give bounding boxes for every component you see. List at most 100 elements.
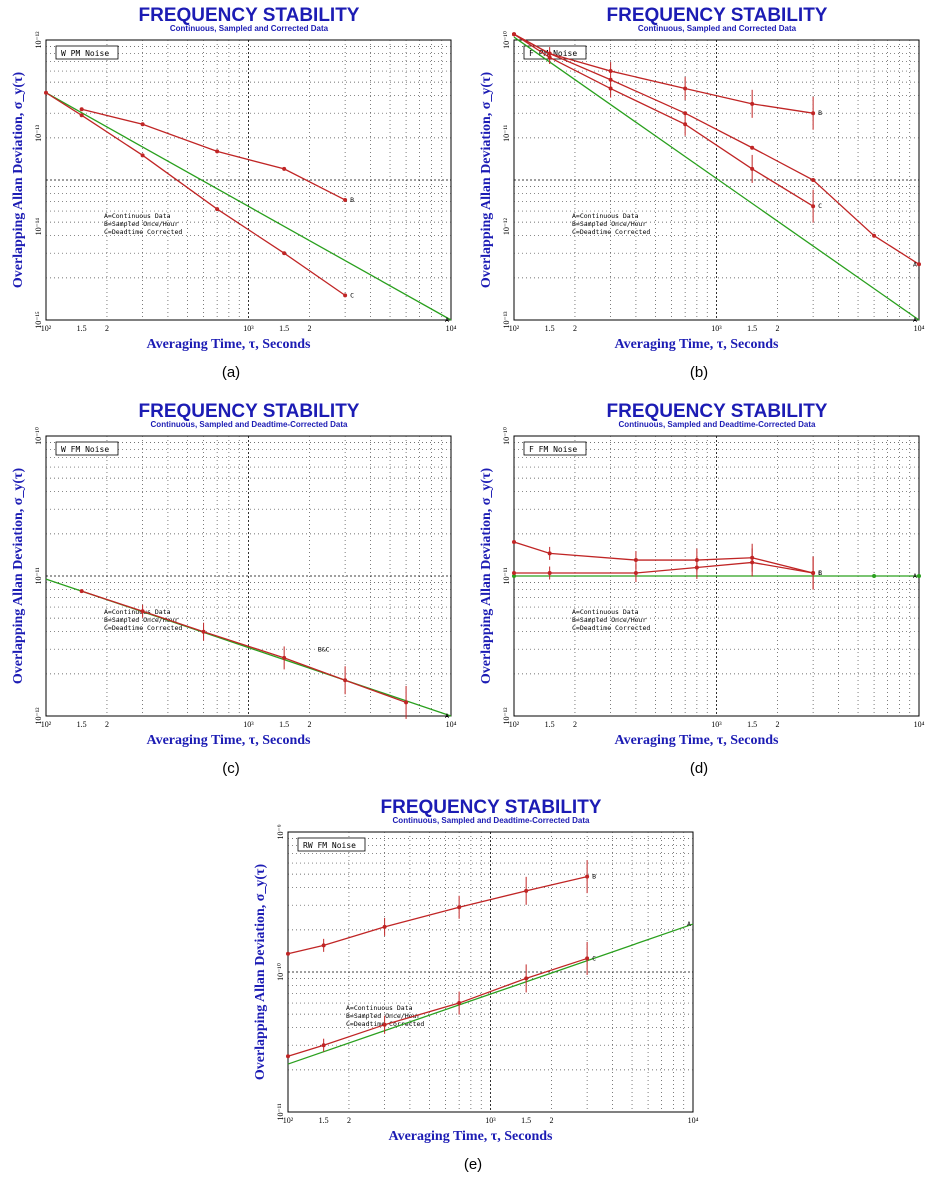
chart-subtitle: Continuous, Sampled and Deadtime-Correct… [151, 420, 348, 429]
x-tick-label: 10² [509, 720, 520, 729]
series-line [287, 957, 588, 1057]
x-tick-label: 2 [307, 324, 311, 333]
data-point [608, 69, 613, 74]
x-tick-label: 2 [775, 324, 779, 333]
x-axis-label: Averaging Time, τ, Seconds [389, 1129, 554, 1144]
data-point [512, 32, 516, 37]
x-tick-label: 10² [41, 720, 52, 729]
data-point [633, 558, 638, 563]
data-point [811, 178, 816, 182]
data-point [457, 1001, 462, 1006]
legend-entry: B=Sampled Once/Hour [572, 616, 646, 624]
data-point [512, 539, 516, 544]
x-tick-label: 10² [283, 1116, 294, 1125]
data-point [140, 609, 145, 614]
x-tick-label: 2 [573, 324, 577, 333]
data-point [585, 874, 590, 879]
data-point [547, 51, 552, 56]
noise-type-label: W FM Noise [55, 441, 119, 456]
data-point [512, 574, 516, 578]
data-point [282, 251, 287, 256]
panel-caption: (e) [464, 1156, 482, 1173]
data-point [79, 589, 84, 594]
chart-title: FREQUENCY STABILITY [381, 797, 602, 818]
noise-text: W FM Noise [61, 445, 109, 454]
x-tick-label: 1.5 [279, 324, 289, 333]
series-line [514, 561, 814, 574]
y-tick-label: 10⁻¹¹ [276, 1103, 285, 1121]
data-point [917, 574, 921, 578]
y-axis-label: Overlapping Allan Deviation, σ_y(τ) [11, 72, 26, 289]
series-C: C [44, 90, 354, 299]
y-tick-label: 10⁻¹³ [502, 311, 511, 329]
x-tick-label: 10³ [711, 324, 722, 333]
x-tick-label: 2 [775, 720, 779, 729]
x-axis-label: Averaging Time, τ, Seconds [147, 337, 312, 352]
x-tick-label: 2 [347, 1116, 351, 1125]
legend-entry: C=Deadtime Corrected [104, 228, 182, 236]
chart-subtitle: Continuous, Sampled and Corrected Data [170, 24, 329, 33]
noise-box [55, 45, 119, 60]
data-point [79, 107, 84, 112]
grid [46, 436, 451, 716]
series-line [513, 33, 920, 265]
series-line [45, 92, 346, 296]
data-point [872, 574, 877, 578]
y-tick-label: 10⁻¹¹ [34, 567, 43, 585]
y-tick-label: 10⁻¹² [34, 31, 43, 49]
legend-entry: B=Sampled Once/Hour [104, 220, 178, 228]
data-point [811, 111, 816, 116]
data-point [286, 1054, 290, 1059]
chart-subtitle: Continuous, Sampled and Corrected Data [638, 24, 797, 33]
x-tick-label: 10³ [711, 720, 722, 729]
data-point [286, 951, 290, 956]
series-label: A [913, 260, 917, 268]
y-tick-label: 10⁻¹⁵ [34, 311, 43, 329]
series-label: C [818, 569, 822, 577]
noise-box [523, 45, 587, 60]
annotation-text: B&C [318, 645, 330, 653]
noise-box [55, 441, 119, 456]
data-point [282, 655, 287, 660]
y-tick-label: 10⁻¹¹ [502, 124, 511, 142]
legend-entry: B=Sampled Once/Hour [104, 616, 178, 624]
x-axis-label: Averaging Time, τ, Seconds [615, 733, 780, 748]
x-tick-label: 10⁴ [446, 720, 457, 729]
data-point [321, 943, 326, 948]
x-tick-label: 10⁴ [688, 1116, 699, 1125]
chart-panel-a: FREQUENCY STABILITY Continuous, Sampled a… [6, 2, 461, 392]
x-tick-label: 2 [573, 720, 577, 729]
data-point [750, 101, 755, 106]
series-label: A [913, 572, 917, 580]
y-axis-label: Overlapping Allan Deviation, σ_y(τ) [253, 864, 268, 1081]
data-point [512, 571, 516, 576]
noise-box [297, 837, 366, 852]
chart-subtitle: Continuous, Sampled and Deadtime-Correct… [393, 816, 590, 825]
x-tick-label: 2 [105, 720, 109, 729]
chart-title: FREQUENCY STABILITY [607, 401, 828, 422]
legend-entry: B=Sampled Once/Hour [572, 220, 646, 228]
legend-entry: C=Deadtime Corrected [104, 624, 182, 632]
grid [46, 40, 451, 320]
x-tick-label: 2 [307, 720, 311, 729]
noise-type-label: F FM Noise [523, 441, 587, 456]
legend-entry: C=Deadtime Corrected [572, 228, 650, 236]
x-tick-label: 1.5 [747, 720, 757, 729]
data-point [524, 888, 529, 893]
data-point [382, 924, 387, 929]
series-C: C [512, 32, 822, 223]
legend-entry: A=Continuous Data [104, 608, 171, 616]
data-point [633, 571, 638, 576]
legend-entry: A=Continuous Data [572, 608, 639, 616]
series-label: A [445, 712, 449, 720]
data-point [750, 145, 755, 150]
series-line [287, 923, 694, 1065]
grid [288, 832, 693, 1112]
series-B/C [79, 589, 409, 719]
x-tick-label: 10³ [485, 1116, 496, 1125]
y-axis-label: Overlapping Allan Deviation, σ_y(τ) [479, 468, 494, 685]
